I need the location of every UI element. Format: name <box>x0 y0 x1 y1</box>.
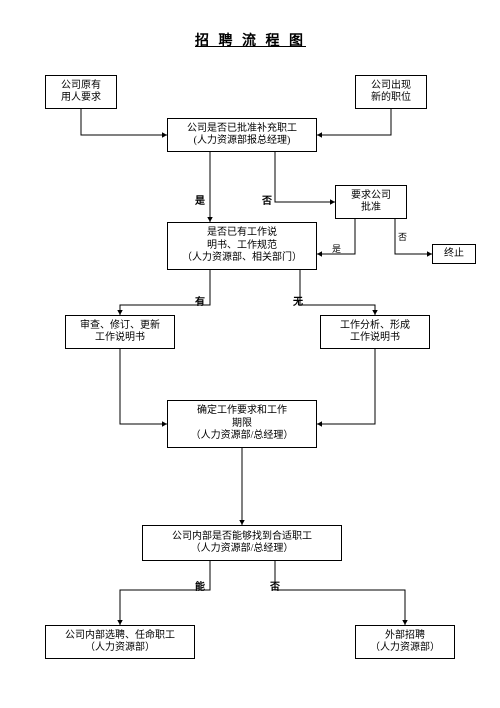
node-n_form: 工作分析、形成工作说明书 <box>320 315 430 349</box>
node-n_ext: 外部招聘（人力资源部） <box>355 625 455 659</box>
label-l_yes2: 是 <box>332 242 341 255</box>
label-l_cant: 否 <box>270 578 280 593</box>
label-l_can: 能 <box>195 578 205 593</box>
node-n_stop: 终止 <box>432 244 476 264</box>
diagram-title: 招 聘 流 程 图 <box>195 30 306 50</box>
flowchart-canvas: 招 聘 流 程 图 公司原有用人要求 公司出现新的职位公司是否已批准补充职工(人力… <box>0 0 500 708</box>
label-l_no1: 否 <box>262 192 272 207</box>
node-n_spec: 是否已有工作说明书、工作规范（人力资源部、相关部门） <box>167 222 317 270</box>
node-n_approve: 公司是否已批准补充职工(人力资源部报总经理) <box>167 118 317 152</box>
label-l_have: 有 <box>195 293 205 308</box>
node-n_req: 确定工作要求和工作期限（人力资源部/总经理） <box>167 400 317 448</box>
label-l_none: 无 <box>293 293 303 308</box>
node-n_reqauth: 要求公司批准 <box>335 185 407 219</box>
node-n_new: 公司出现新的职位 <box>355 75 427 109</box>
label-l_no2: 否 <box>398 230 407 243</box>
node-n_find: 公司内部是否能够找到合适职工（人力资源部/总经理） <box>142 525 342 561</box>
label-l_yes1: 是 <box>195 192 205 207</box>
node-n_rev: 审查、修订、更新工作说明书 <box>65 315 175 349</box>
node-n_exist: 公司原有用人要求 <box>45 75 117 109</box>
node-n_int: 公司内部选聘、任命职工（人力资源部） <box>45 625 195 659</box>
